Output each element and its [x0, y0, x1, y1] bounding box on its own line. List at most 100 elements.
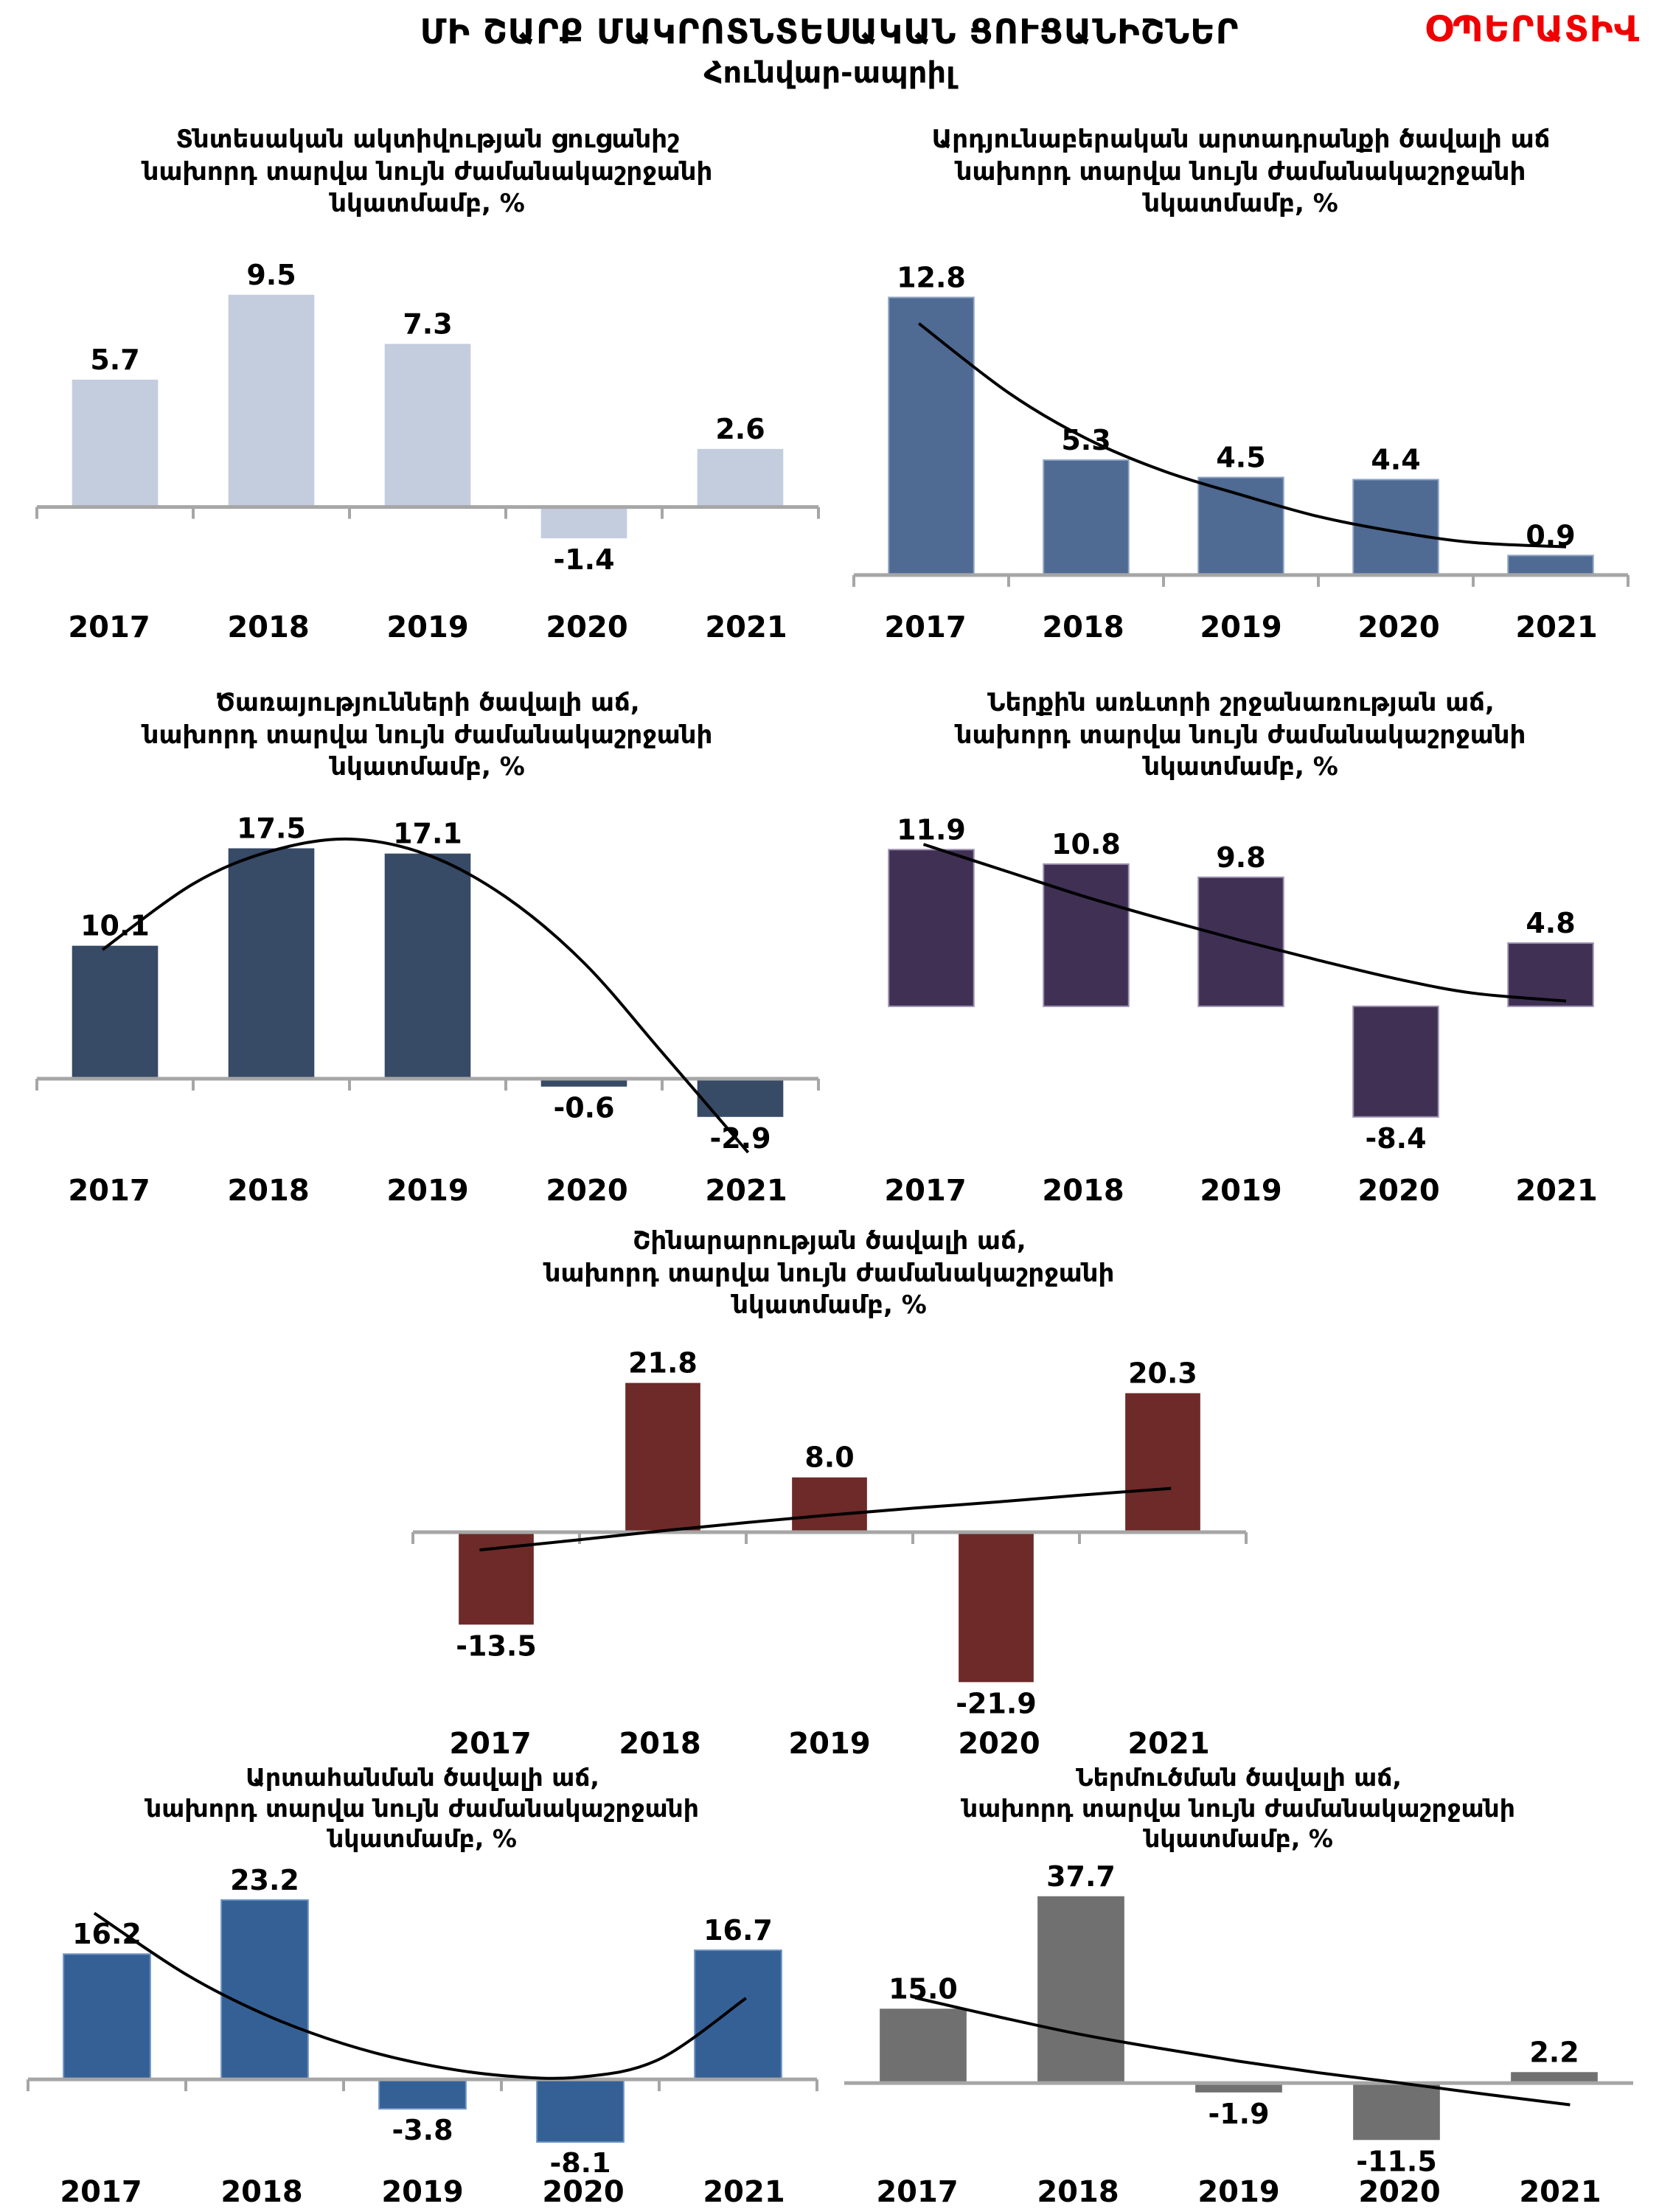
page-header: ՄԻ ՇԱՐՔ ՄԱԿՐՈՏՆՏԵՍԱԿԱՆ ՑՈՒՑԱՆԻՇՆԵՐ Հունվ…: [0, 12, 1659, 90]
chart-title-line: Ծառայությունների ծավալի աճ,: [215, 688, 640, 717]
bar-2020: [959, 1532, 1034, 1683]
year-label: 2020: [546, 611, 628, 644]
value-label: -8.4: [1365, 1122, 1426, 1155]
year-label: 2019: [1200, 611, 1282, 644]
chart-title-line: նախորդ տարվա նույն ժամանակաշրջանի: [956, 720, 1526, 750]
year-label: 2017: [876, 2175, 959, 2209]
chart-services: Ծառայությունների ծավալի աճ, նախորդ տարվա…: [29, 687, 826, 1208]
value-label: 2.2: [1529, 2036, 1579, 2068]
value-label: 17.5: [237, 813, 306, 845]
value-label: 4.8: [1526, 907, 1575, 939]
bar-2017: [72, 945, 159, 1079]
value-label: 7.3: [403, 307, 452, 340]
chart-title-line: Տնտեսական ակտիվության ցուցանիշ: [175, 125, 680, 154]
year-label: 2021: [1515, 611, 1598, 644]
bar-2017: [63, 1953, 151, 2081]
year-label: 2019: [1197, 2175, 1280, 2209]
chart-title-line: նախորդ տարվա նույն ժամանակաշրջանի: [544, 1258, 1115, 1288]
bar-2021: [1125, 1393, 1200, 1532]
year-label: 2018: [619, 1727, 701, 1761]
value-label: 9.8: [1216, 841, 1265, 874]
year-label: 2017: [68, 1174, 150, 1208]
bar-2018: [1043, 459, 1130, 576]
bar-2020: [536, 2079, 625, 2143]
chart-canvas: 12.8 5.3 4.5 4.4 0.9: [852, 261, 1630, 587]
chart-title: Տնտեսական ակտիվության ցուցանիշ նախորդ տա…: [29, 124, 826, 239]
chart-title-line: նախորդ տարվա նույն ժամանակաշրջանի: [962, 1793, 1515, 1823]
chart-exports: Արտահանման ծավալի աճ, նախորդ տարվա նույն…: [21, 1762, 824, 2209]
bar-2020: [540, 1079, 627, 1087]
chart-title: Արտահանման ծավալի աճ, նախորդ տարվա նույն…: [21, 1762, 824, 1855]
bar-2021: [697, 1079, 784, 1117]
bar-2017: [888, 849, 975, 1007]
bar-2021: [1507, 554, 1594, 576]
trend-line: [101, 837, 750, 1154]
value-label: 11.9: [897, 813, 966, 846]
year-label: 2017: [884, 611, 967, 644]
year-label: 2018: [220, 2175, 303, 2209]
chart-title-line: Ներմուծման ծավալի աճ,: [1076, 1763, 1402, 1792]
value-label: -1.9: [1208, 2098, 1269, 2130]
year-label: 2018: [227, 611, 310, 644]
page-title: ՄԻ ՇԱՐՔ ՄԱԿՐՈՏՆՏԵՍԱԿԱՆ ՑՈՒՑԱՆԻՇՆԵՐ: [420, 12, 1239, 52]
trend-line: [93, 1911, 747, 2080]
chart-domestic-trade: Ներքին առևտրի շրջանառության աճ, նախորդ տ…: [846, 687, 1635, 1208]
year-label: 2019: [1200, 1174, 1282, 1208]
bar-2018: [1037, 1896, 1124, 2084]
value-label: 21.8: [628, 1347, 698, 1380]
value-label: 16.7: [703, 1914, 773, 1947]
year-label: 2017: [449, 1727, 532, 1761]
year-axis: 2017 2018 2019 2020 2021: [846, 611, 1635, 644]
value-label: 12.8: [897, 261, 966, 293]
chart-industrial-output: Արդյունաբերական արտադրանքի ծավալի աճ նախ…: [846, 124, 1635, 644]
bar-2019: [378, 2079, 467, 2110]
chart-title-line: նախորդ տարվա նույն ժամանակաշրջանի: [142, 156, 713, 187]
bar-2020: [1353, 2083, 1440, 2140]
chart-title-line: նախորդ տարվա նույն ժամանակաշրջանի: [146, 1793, 699, 1823]
year-label: 2018: [227, 1174, 310, 1208]
bar-2019: [1195, 2083, 1282, 2093]
chart-canvas: 10.1 17.5 17.1 -0.6 -2.9: [35, 813, 820, 1155]
chart-title-line: նկատմամբ, %: [328, 1824, 517, 1854]
chart-title-line: Արտահանման ծավալի աճ,: [246, 1763, 599, 1792]
year-axis: 2017 2018 2019 2020 2021: [846, 1174, 1635, 1208]
value-label: -2.9: [709, 1122, 771, 1155]
year-axis: 2017 2018 2019 2020 2021: [21, 2175, 824, 2209]
value-label: -11.5: [1356, 2145, 1437, 2172]
chart-title-line: նկատմամբ, %: [1144, 189, 1338, 219]
bar-2019: [1197, 476, 1284, 576]
year-label: 2019: [386, 611, 469, 644]
chart-title-line: նկատմամբ, %: [1144, 752, 1338, 782]
value-label: -13.5: [456, 1630, 537, 1662]
trend-line: [922, 843, 1567, 1003]
bar-2019: [384, 853, 471, 1079]
bar-2017: [888, 296, 975, 576]
chart-title-line: նկատմամբ, %: [330, 752, 525, 782]
chart-title-line: Ներքին առևտրի շրջանառության աճ,: [987, 688, 1495, 717]
chart-title-line: նկատմամբ, %: [732, 1290, 927, 1321]
value-label: 4.5: [1216, 442, 1265, 474]
year-axis: 2017 2018 2019 2020 2021: [29, 611, 826, 644]
chart-canvas: 16.2 23.2 -3.8 -8.1 16.7: [27, 1864, 818, 2172]
chart-title: Ծառայությունների ծավալի աճ, նախորդ տարվա…: [29, 687, 826, 802]
bar-2018: [220, 1899, 309, 2081]
value-label: 17.1: [393, 818, 462, 850]
trend-line: [479, 1486, 1172, 1552]
chart-title-line: նախորդ տարվա նույն ժամանակաշրջանի: [956, 156, 1526, 187]
value-label: 10.8: [1051, 828, 1121, 860]
trend-line: [914, 1996, 1571, 2107]
chart-title: Ներմուծման ծավալի աճ, նախորդ տարվա նույն…: [837, 1762, 1641, 1855]
year-axis: 2017 2018 2019 2020 2021: [837, 2175, 1641, 2209]
value-label: 10.1: [80, 910, 150, 942]
chart-title-line: նկատմամբ, %: [1144, 1824, 1333, 1854]
bar-2021: [697, 448, 784, 507]
value-label: -3.8: [392, 2114, 453, 2146]
chart-canvas: -13.5 21.8 8.0 -21.9 20.3: [411, 1347, 1248, 1719]
year-label: 2017: [884, 1174, 967, 1208]
year-label: 2021: [705, 611, 787, 644]
year-label: 2019: [386, 1174, 469, 1208]
value-label: -1.4: [553, 543, 614, 576]
chart-canvas: 5.7 9.5 7.3 -1.4 2.6: [35, 259, 820, 576]
value-label: -8.1: [549, 2147, 611, 2172]
value-label: 0.9: [1526, 519, 1575, 552]
